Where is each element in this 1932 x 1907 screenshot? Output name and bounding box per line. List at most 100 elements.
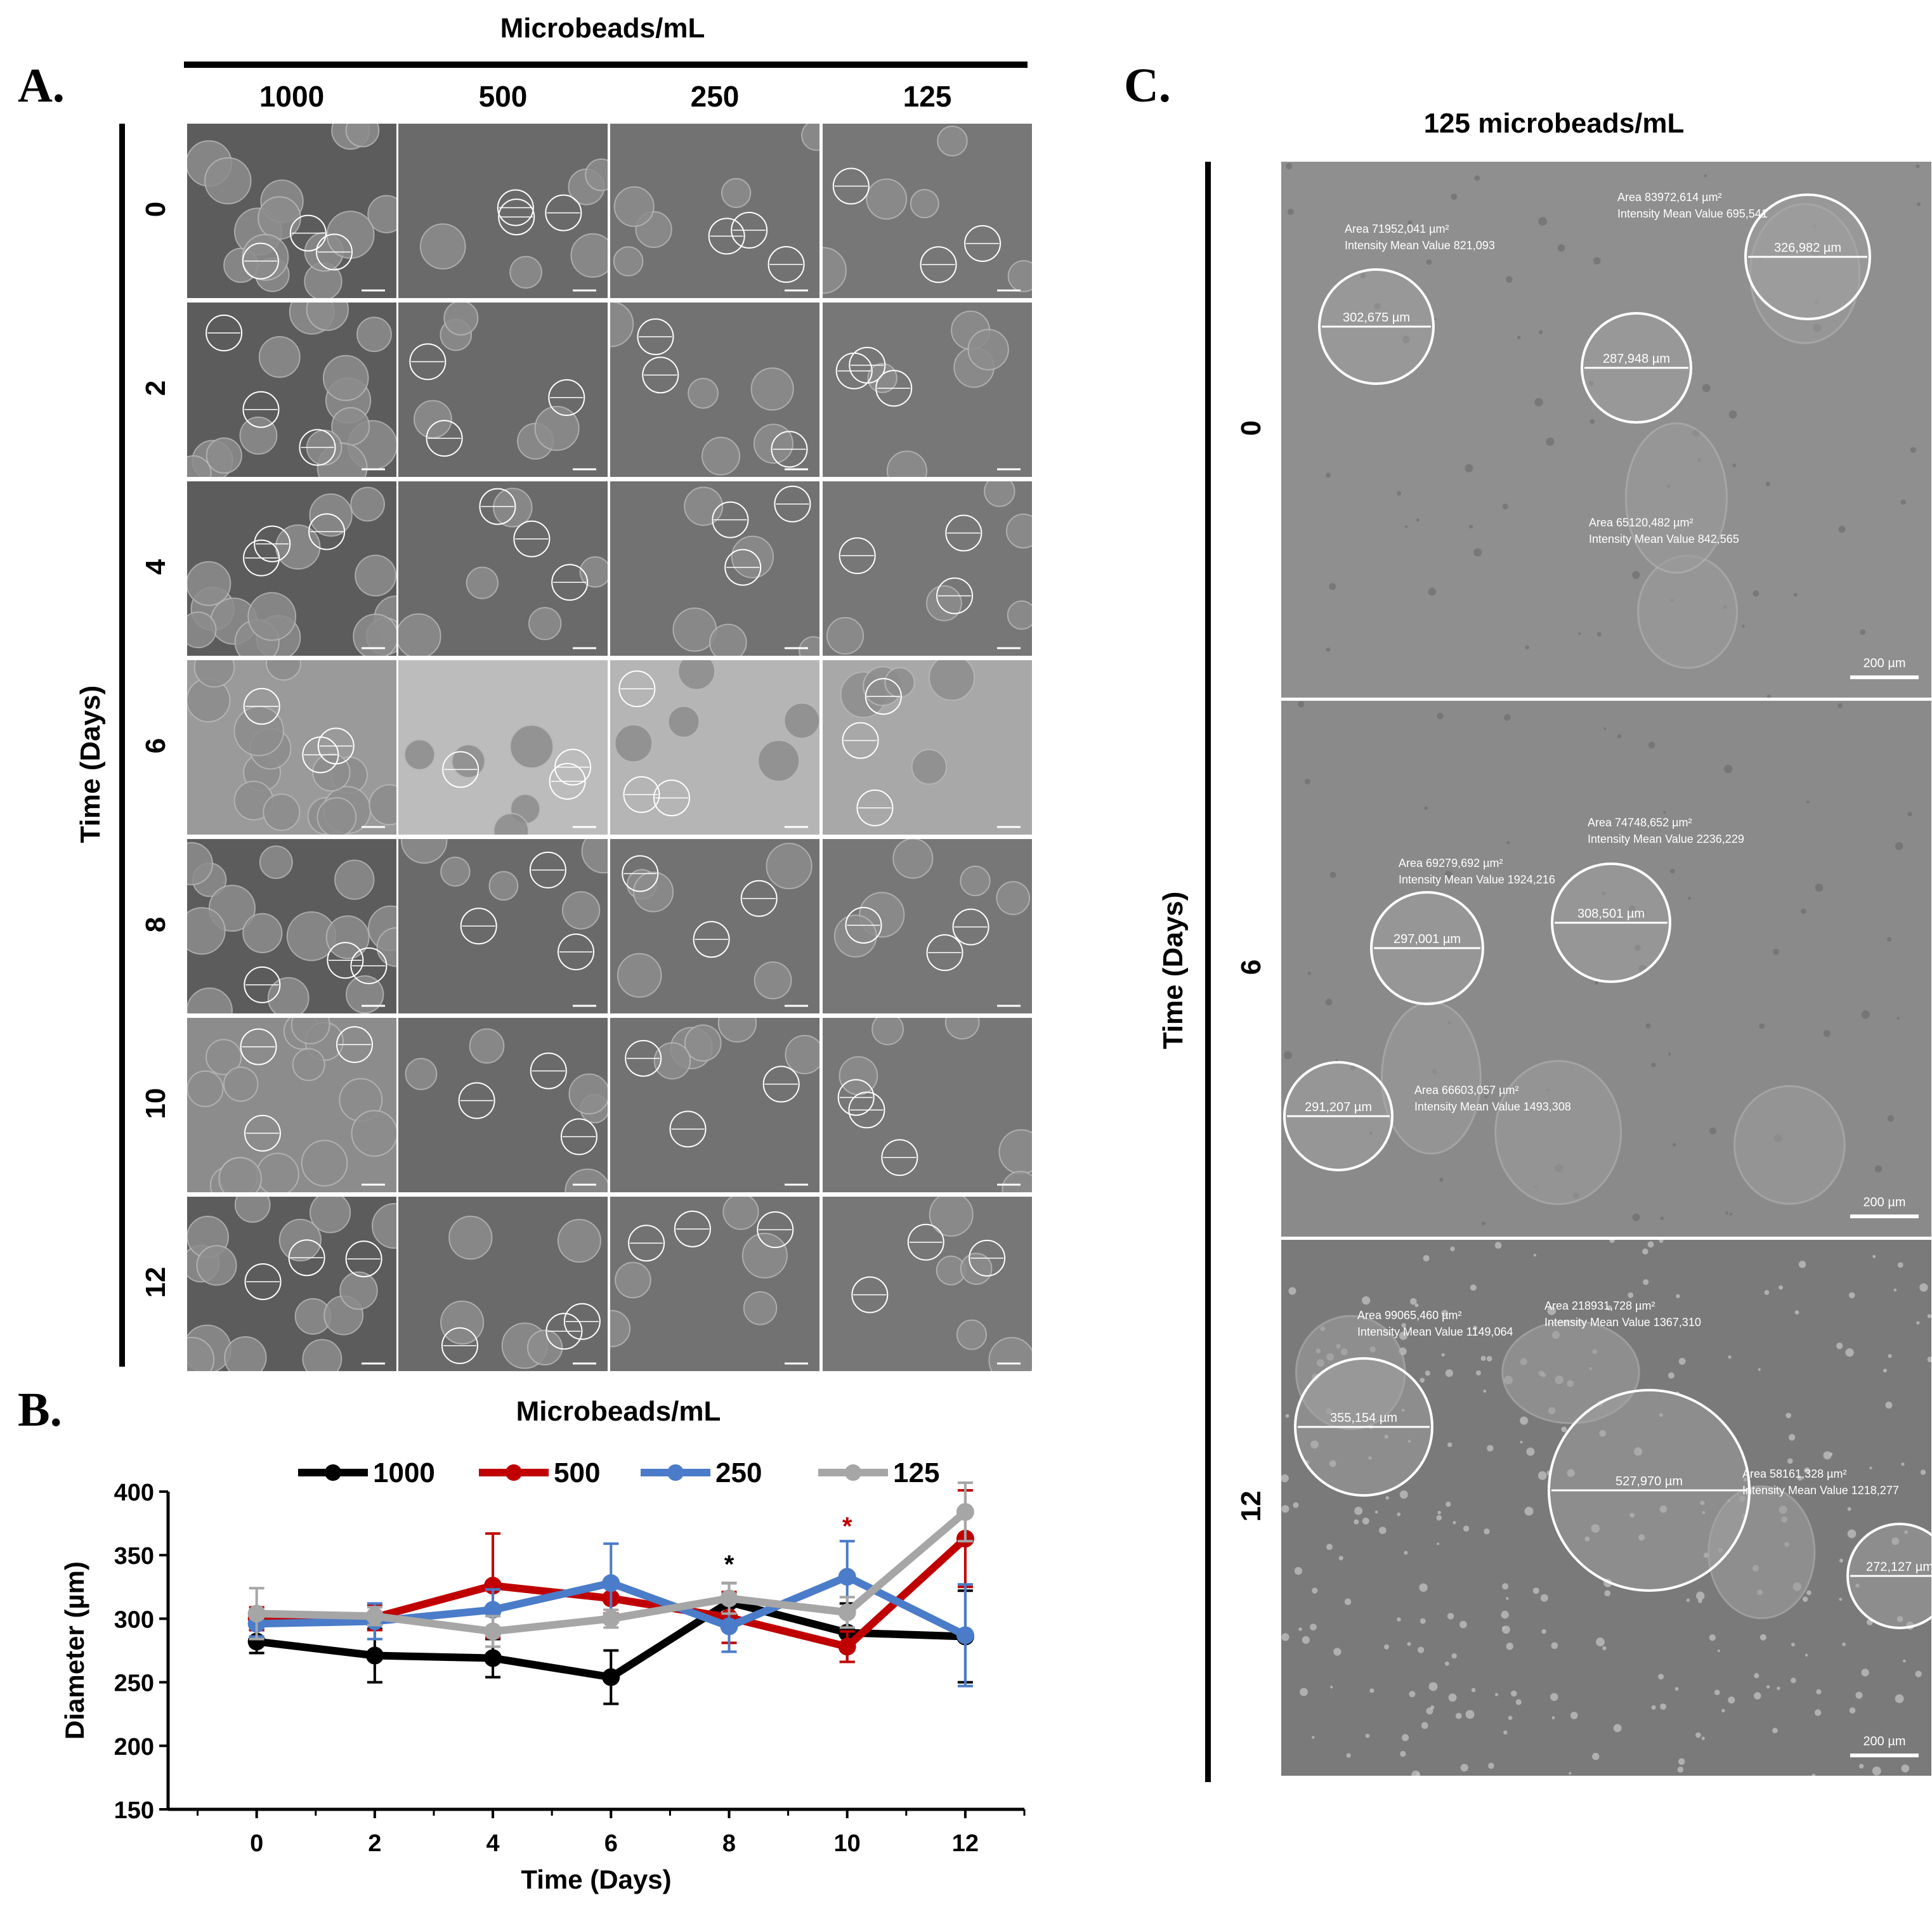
legend-label: 250 — [715, 1457, 762, 1488]
intensity-label: Intensity Mean Value 1367,310 — [1544, 1316, 1701, 1329]
y-tick-label: 300 — [114, 1606, 154, 1633]
micrograph-day-12-1000 — [187, 1197, 396, 1371]
x-tick-label: 4 — [486, 1830, 499, 1857]
panel-c-letter: C. — [1124, 59, 1171, 112]
data-point — [838, 1603, 856, 1622]
column-header-500: 500 — [478, 80, 528, 113]
micrograph-day-4-500 — [398, 481, 608, 656]
measurement-annotation: 287,948 µm Area 65120,482 µm² Intensity Me… — [1581, 312, 1739, 545]
x-tick-label: 10 — [834, 1830, 861, 1857]
area-label: Area 74748,652 µm² — [1588, 816, 1692, 829]
measurement-annotation: 272,127 µm Area 58161,328 µm² Intensity Me… — [1742, 1468, 1931, 1629]
micrograph-day-6-1000 — [187, 660, 396, 835]
legend-label: 500 — [554, 1457, 600, 1488]
diameter-label: 272,127 µm — [1866, 1560, 1931, 1574]
area-label: Area 218931,728 µm² — [1544, 1299, 1655, 1312]
data-point — [838, 1568, 856, 1586]
diameter-label: 297,001 µm — [1394, 932, 1461, 946]
y-tick-label: 400 — [114, 1480, 154, 1506]
micrograph-day-2-125 — [823, 303, 1032, 477]
legend-item-125: 125 — [818, 1457, 939, 1488]
row-label-day-10: 10 — [140, 1088, 171, 1119]
data-point — [956, 1626, 974, 1644]
micrograph-day-8-500 — [398, 839, 608, 1013]
x-tick-label: 2 — [368, 1830, 381, 1857]
measurement-annotation: 527,970 µm Area 218931,728 µm² Intensity M… — [1544, 1299, 1751, 1592]
area-label: Area 66603,057 µm² — [1414, 1084, 1518, 1097]
measurement-annotation: 302,675 µm Area 71952,041 µm² Intensity Me… — [1318, 223, 1495, 385]
y-tick-label: 350 — [114, 1543, 154, 1570]
micrograph-day-0-500 — [398, 124, 608, 298]
micrograph-day-12-250 — [610, 1197, 819, 1371]
legend-item-1000: 1000 — [298, 1457, 435, 1488]
panel-a-y-title: Time (Days) — [75, 685, 106, 843]
micrograph-day-2-250 — [610, 303, 819, 477]
micrograph-day-0-125 — [823, 124, 1032, 298]
area-label: Area 65120,482 µm² — [1589, 516, 1693, 529]
panel-a-top-rule — [184, 62, 1028, 68]
micrograph-day-10-125 — [823, 1018, 1032, 1192]
measurement-annotation: 297,001 µm Area 69279,692 µm² Intensity Me… — [1370, 857, 1555, 1005]
row-label-day-12: 12 — [140, 1266, 171, 1298]
data-point — [484, 1622, 502, 1641]
micrograph-day-6-500 — [398, 660, 608, 835]
micrograph-day-0-250 — [610, 124, 819, 298]
micrograph-day-10-250 — [610, 1018, 819, 1192]
intensity-label: Intensity Mean Value 842,565 — [1589, 533, 1739, 545]
data-point — [956, 1503, 974, 1521]
diameter-label: 355,154 µm — [1330, 1411, 1397, 1425]
data-point — [484, 1649, 502, 1667]
significance-marker: * — [842, 1513, 852, 1540]
intensity-label: Intensity Mean Value 1493,308 — [1414, 1100, 1571, 1113]
intensity-label: Intensity Mean Value 695,541 — [1617, 207, 1768, 220]
micrograph-day-4-250 — [610, 481, 819, 656]
panel-c-y-title: Time (Days) — [1158, 891, 1189, 1050]
legend-item-500: 500 — [479, 1457, 600, 1488]
intensity-label: Intensity Mean Value 1149,064 — [1357, 1325, 1513, 1338]
scale-bar: 200 µm — [1850, 1735, 1919, 1757]
series-125 — [247, 1481, 974, 1648]
intensity-label: Intensity Mean Value 1218,277 — [1742, 1484, 1899, 1497]
scale-bar: 200 µm — [1850, 656, 1919, 679]
row-label-day-4: 4 — [140, 559, 171, 575]
area-label: Area 99065,460 µm² — [1357, 1309, 1461, 1322]
y-tick-label: 250 — [114, 1670, 154, 1697]
micrograph-day-4-125 — [823, 481, 1032, 656]
diameter-label: 291,207 µm — [1305, 1100, 1372, 1114]
data-point — [720, 1617, 738, 1636]
scale-bar-label: 200 µm — [1863, 1195, 1905, 1209]
panel-a-left-rule — [119, 124, 125, 1367]
panel-c-micrograph-day-0: 302,675 µm Area 71952,041 µm² Intensity Me… — [1281, 162, 1931, 698]
intensity-label: Intensity Mean Value 821,093 — [1345, 239, 1495, 252]
data-point — [484, 1601, 502, 1619]
data-point — [602, 1668, 620, 1686]
legend-label: 1000 — [373, 1457, 435, 1488]
data-point — [602, 1574, 620, 1592]
panel-a-top-title: Microbeads/mL — [500, 13, 705, 44]
row-label-day-0: 0 — [140, 201, 171, 217]
data-point — [838, 1637, 856, 1656]
area-label: Area 58161,328 µm² — [1742, 1468, 1846, 1480]
micrograph-day-0-1000 — [187, 124, 396, 298]
scale-bar: 200 µm — [1850, 1195, 1919, 1218]
micrograph-day-10-1000 — [187, 1018, 396, 1192]
data-point — [720, 1589, 738, 1608]
scale-bar-label: 200 µm — [1863, 656, 1905, 670]
micrograph-day-8-1000 — [187, 839, 396, 1013]
column-header-125: 125 — [903, 80, 952, 113]
area-label: Area 83972,614 µm² — [1617, 191, 1721, 204]
scale-bar-label: 200 µm — [1863, 1735, 1905, 1748]
x-tick-label: 6 — [604, 1830, 618, 1857]
y-tick-label: 200 — [114, 1734, 154, 1761]
data-point — [365, 1646, 384, 1665]
panel-c-left-rule — [1205, 162, 1211, 1782]
y-tick-label: 150 — [114, 1797, 154, 1824]
y-axis-label: Diameter (µm) — [60, 1561, 89, 1740]
micrograph-day-8-125 — [823, 839, 1032, 1013]
column-header-1000: 1000 — [259, 80, 325, 113]
row-label-day-6: 6 — [140, 738, 171, 753]
measurement-annotation: 308,501 µm Area 74748,652 µm² Intensity Me… — [1551, 816, 1744, 983]
panel-b-letter: B. — [18, 1383, 62, 1436]
legend-label: 125 — [893, 1457, 939, 1488]
significance-marker: * — [724, 1551, 734, 1578]
